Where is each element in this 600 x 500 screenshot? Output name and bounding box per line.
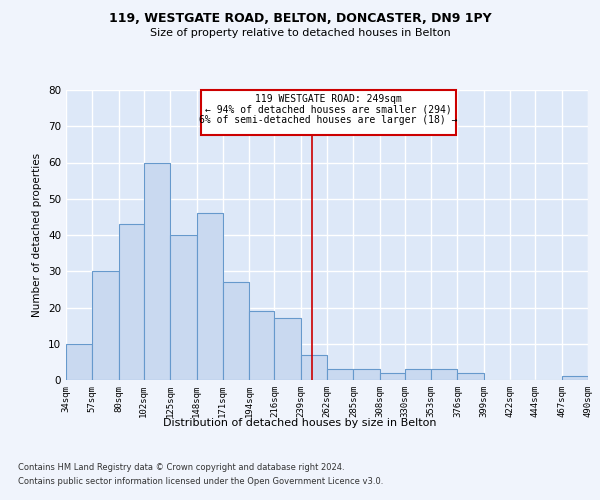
Bar bbox=[197, 213, 223, 380]
Bar bbox=[562, 376, 588, 380]
Text: Contains HM Land Registry data © Crown copyright and database right 2024.: Contains HM Land Registry data © Crown c… bbox=[18, 462, 344, 471]
Text: 119, WESTGATE ROAD, BELTON, DONCASTER, DN9 1PY: 119, WESTGATE ROAD, BELTON, DONCASTER, D… bbox=[109, 12, 491, 26]
Bar bbox=[431, 369, 457, 380]
Y-axis label: Number of detached properties: Number of detached properties bbox=[32, 153, 43, 317]
Bar bbox=[353, 369, 380, 380]
Bar bbox=[327, 369, 353, 380]
Text: Contains public sector information licensed under the Open Government Licence v3: Contains public sector information licen… bbox=[18, 478, 383, 486]
Bar bbox=[119, 224, 144, 380]
Bar bbox=[170, 235, 197, 380]
Bar bbox=[301, 354, 327, 380]
Bar bbox=[66, 344, 92, 380]
Bar bbox=[144, 162, 170, 380]
FancyBboxPatch shape bbox=[201, 90, 457, 136]
Text: 6% of semi-detached houses are larger (18) →: 6% of semi-detached houses are larger (1… bbox=[199, 114, 458, 124]
Text: Distribution of detached houses by size in Belton: Distribution of detached houses by size … bbox=[163, 418, 437, 428]
Bar bbox=[457, 373, 484, 380]
Bar bbox=[223, 282, 249, 380]
Bar bbox=[380, 373, 405, 380]
Bar bbox=[249, 311, 274, 380]
Bar bbox=[405, 369, 431, 380]
Text: ← 94% of detached houses are smaller (294): ← 94% of detached houses are smaller (29… bbox=[205, 104, 452, 115]
Bar bbox=[274, 318, 301, 380]
Text: 119 WESTGATE ROAD: 249sqm: 119 WESTGATE ROAD: 249sqm bbox=[255, 94, 402, 104]
Bar bbox=[92, 271, 119, 380]
Text: Size of property relative to detached houses in Belton: Size of property relative to detached ho… bbox=[149, 28, 451, 38]
